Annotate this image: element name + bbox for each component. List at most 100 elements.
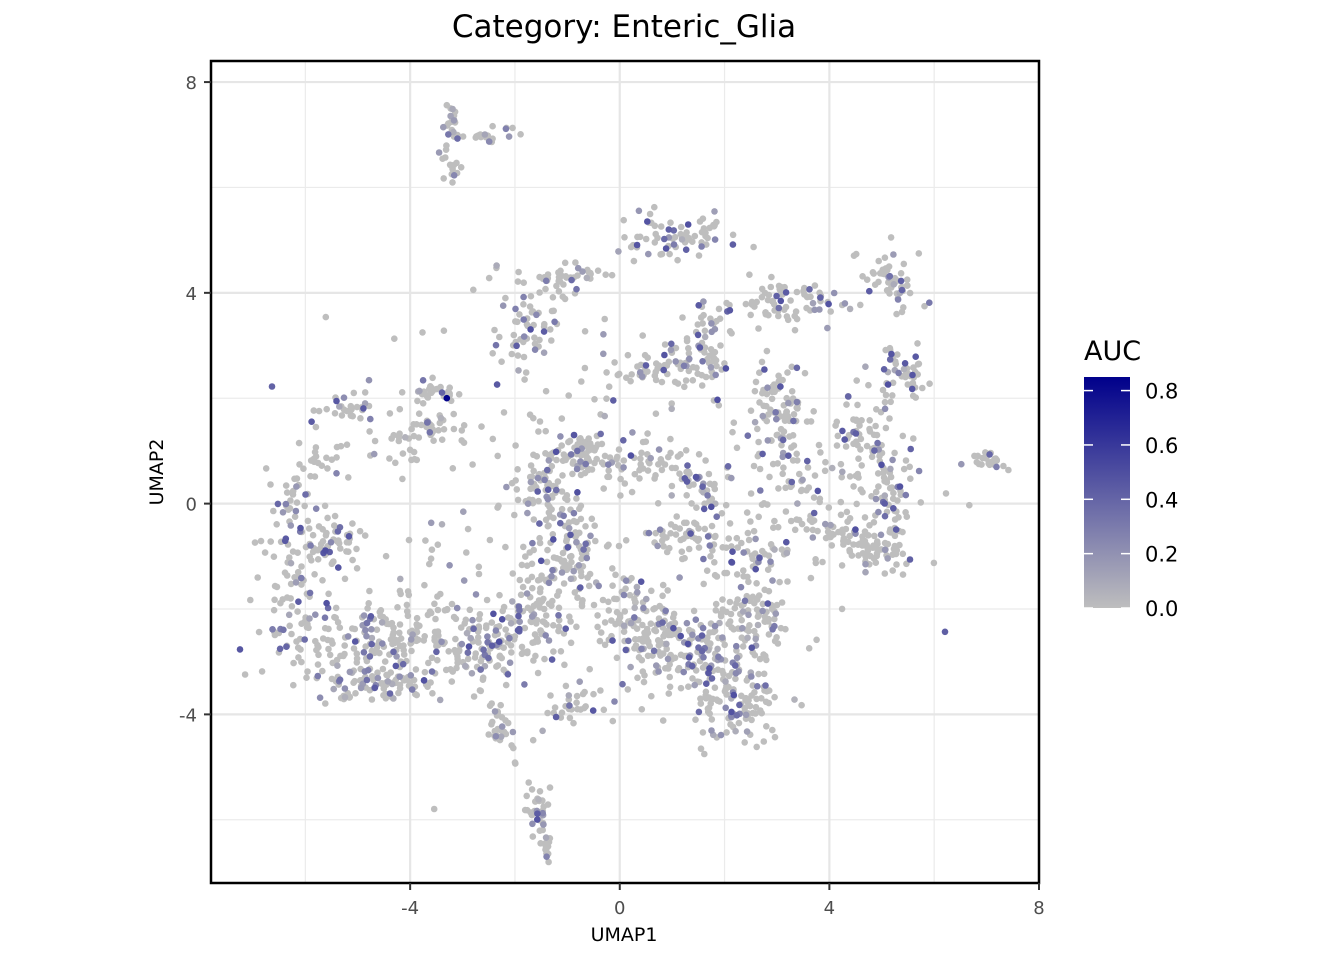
scatter-point: [561, 259, 569, 267]
scatter-point: [728, 543, 735, 550]
scatter-point: [714, 396, 721, 404]
scatter-point: [772, 409, 779, 416]
scatter-point: [686, 355, 693, 363]
scatter-point: [361, 400, 369, 407]
scatter-point: [884, 555, 891, 562]
scatter-point: [391, 335, 398, 343]
scatter-point: [528, 786, 536, 793]
scatter-point: [449, 668, 457, 675]
scatter-point: [740, 567, 747, 574]
scatter-point: [822, 534, 830, 542]
scatter-point: [710, 348, 717, 356]
scatter-point: [660, 366, 667, 374]
scatter-point: [824, 324, 831, 332]
scatter-point: [390, 624, 397, 631]
scatter-point: [586, 441, 593, 448]
scatter-point: [368, 626, 375, 633]
scatter-point: [547, 326, 554, 333]
scatter-point: [775, 485, 782, 492]
scatter-point: [470, 286, 477, 294]
scatter-point: [755, 670, 762, 678]
scatter-point: [523, 792, 530, 800]
scatter-point: [617, 492, 624, 499]
scatter-point: [846, 548, 854, 555]
scatter-point: [770, 301, 778, 308]
scatter-point: [304, 668, 311, 675]
scatter-point: [759, 607, 766, 615]
scatter-point: [966, 501, 973, 509]
scatter-point: [485, 731, 493, 738]
scatter-point: [440, 175, 448, 182]
scatter-point: [491, 727, 499, 735]
scatter-point: [801, 369, 809, 377]
scatter-point: [667, 449, 674, 457]
points-layer: [236, 101, 1012, 866]
scatter-point: [741, 704, 749, 712]
scatter-point: [825, 300, 832, 308]
scatter-point: [979, 454, 986, 462]
scatter-point: [376, 649, 383, 657]
scatter-point: [758, 358, 766, 366]
scatter-point: [600, 331, 607, 338]
scatter-point: [435, 427, 442, 434]
scatter-point: [515, 268, 522, 276]
scatter-point: [401, 676, 408, 684]
scatter-point: [427, 519, 435, 527]
scatter-point: [364, 605, 371, 612]
scatter-point: [799, 476, 806, 484]
scatter-point: [685, 367, 693, 375]
scatter-point: [682, 246, 690, 253]
scatter-point: [750, 527, 758, 535]
scatter-point: [775, 304, 783, 312]
scatter-point: [415, 434, 423, 441]
scatter-point: [298, 563, 305, 570]
scatter-point: [680, 519, 688, 527]
scatter-point: [633, 625, 641, 632]
scatter-point: [440, 426, 448, 433]
scatter-point: [633, 241, 641, 249]
scatter-point: [803, 304, 810, 312]
scatter-point: [450, 172, 458, 179]
scatter-point: [708, 716, 716, 723]
scatter-point: [715, 402, 723, 409]
scatter-point: [581, 364, 589, 372]
scatter-point: [752, 565, 759, 573]
scatter-point: [899, 432, 907, 440]
scatter-point: [485, 138, 493, 145]
scatter-point: [262, 465, 270, 472]
scatter-point: [852, 417, 860, 425]
scatter-point: [702, 457, 709, 464]
scatter-point: [324, 465, 331, 472]
scatter-point: [570, 431, 578, 439]
scatter-point: [658, 537, 666, 545]
scatter-point: [661, 351, 668, 359]
scatter-point: [739, 624, 746, 632]
scatter-point: [292, 507, 300, 515]
scatter-point: [764, 600, 772, 607]
scatter-point: [363, 632, 370, 640]
scatter-point: [341, 685, 349, 692]
scatter-point: [594, 612, 601, 619]
scatter-point: [531, 346, 539, 354]
scatter-point: [708, 522, 716, 530]
scatter-point: [685, 654, 693, 661]
scatter-point: [865, 381, 872, 389]
scatter-point: [710, 354, 718, 362]
scatter-point: [601, 641, 609, 649]
scatter-point: [464, 655, 472, 663]
scatter-point: [542, 834, 550, 841]
scatter-point: [600, 350, 607, 358]
scatter-point: [794, 500, 801, 507]
scatter-point: [508, 350, 516, 358]
scatter-point: [779, 376, 786, 384]
scatter-point: [738, 539, 745, 547]
scatter-point: [322, 313, 330, 321]
scatter-point: [303, 674, 310, 681]
scatter-point: [764, 501, 771, 508]
scatter-point: [827, 308, 834, 315]
scatter-point: [542, 632, 549, 639]
scatter-point: [742, 711, 750, 719]
scatter-point: [694, 321, 702, 328]
scatter-point: [443, 605, 451, 613]
